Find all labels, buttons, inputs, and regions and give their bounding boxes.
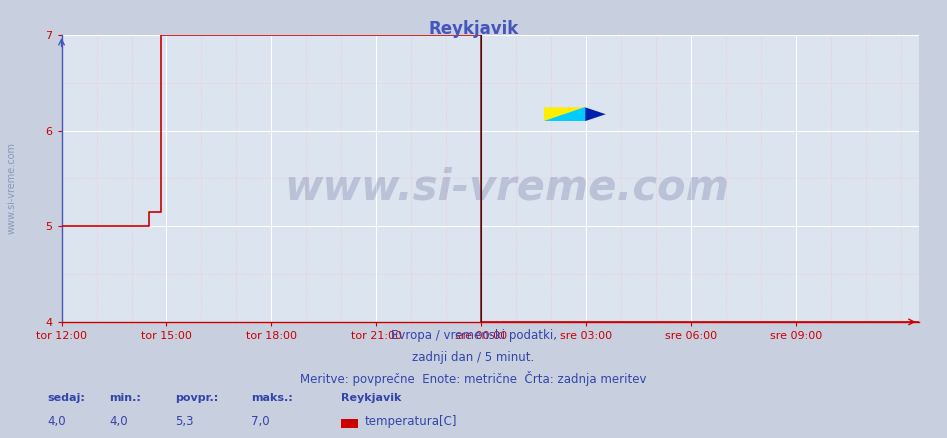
Text: Reykjavik: Reykjavik bbox=[341, 393, 402, 403]
Text: zadnji dan / 5 minut.: zadnji dan / 5 minut. bbox=[412, 351, 535, 364]
Text: www.si-vreme.com: www.si-vreme.com bbox=[285, 166, 730, 208]
Text: Meritve: povprečne  Enote: metrične  Črta: zadnja meritev: Meritve: povprečne Enote: metrične Črta:… bbox=[300, 371, 647, 386]
Text: min.:: min.: bbox=[109, 393, 141, 403]
Text: sedaj:: sedaj: bbox=[47, 393, 85, 403]
Text: 4,0: 4,0 bbox=[109, 415, 128, 428]
Text: www.si-vreme.com: www.si-vreme.com bbox=[7, 142, 16, 234]
Text: 4,0: 4,0 bbox=[47, 415, 66, 428]
Text: temperatura[C]: temperatura[C] bbox=[365, 415, 457, 428]
Text: 7,0: 7,0 bbox=[251, 415, 270, 428]
Text: Evropa / vremenski podatki,: Evropa / vremenski podatki, bbox=[390, 329, 557, 343]
Text: Reykjavik: Reykjavik bbox=[428, 20, 519, 38]
Text: 5,3: 5,3 bbox=[175, 415, 194, 428]
Text: maks.:: maks.: bbox=[251, 393, 293, 403]
Polygon shape bbox=[545, 107, 585, 121]
Polygon shape bbox=[545, 107, 585, 121]
Polygon shape bbox=[585, 107, 606, 121]
Text: povpr.:: povpr.: bbox=[175, 393, 219, 403]
